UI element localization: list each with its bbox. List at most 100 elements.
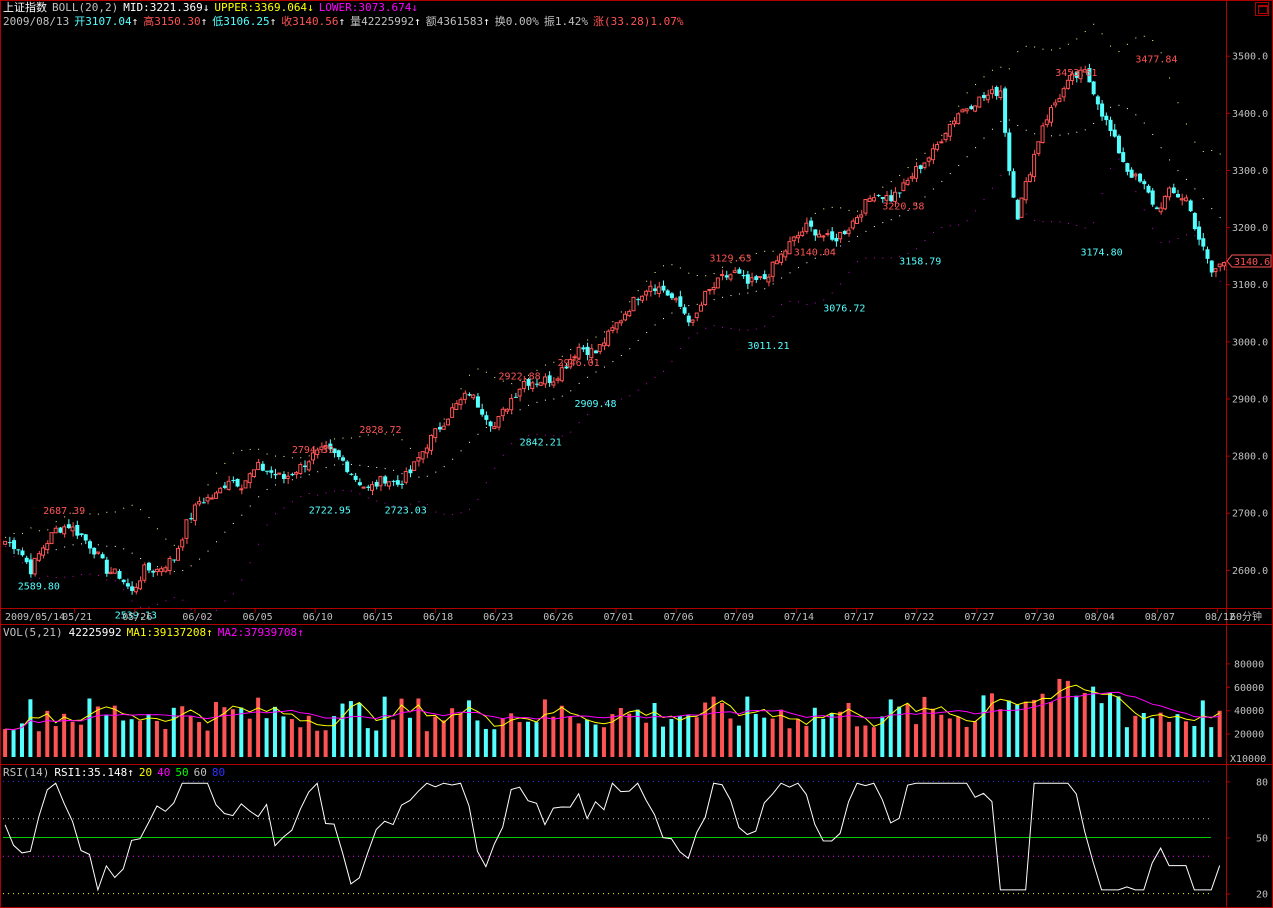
candle-body — [1032, 153, 1037, 178]
boll-upper-dot — [595, 336, 597, 338]
date-axis-label: 07/14 — [784, 612, 814, 623]
boll-mid-dot — [806, 262, 808, 264]
boll-mid-dot — [1076, 131, 1078, 133]
boll-upper-dot — [975, 84, 977, 86]
candle-body — [897, 192, 902, 194]
candle-body — [315, 449, 320, 456]
volume-bar — [1209, 727, 1214, 757]
rsi-value: RSI1:35.148↑ — [54, 766, 134, 779]
bar-amplitude: 振1.42% — [543, 15, 589, 28]
candle-body — [867, 197, 872, 202]
boll-lower-dot — [13, 555, 15, 557]
volume-bar — [407, 717, 412, 757]
boll-upper-dot — [393, 434, 395, 436]
candle-body — [197, 501, 202, 505]
candle-wick — [393, 479, 395, 486]
boll-lower-dot — [426, 503, 428, 505]
boll-lower-dot — [1000, 175, 1002, 177]
candle-body — [349, 473, 354, 475]
candle-body — [265, 470, 270, 472]
candle-wick — [17, 548, 19, 555]
boll-mid-dot — [899, 215, 901, 217]
candle-body — [1217, 263, 1222, 268]
candle-body — [787, 241, 792, 255]
volume-bar — [635, 709, 640, 757]
price-axis-label: 3300.0 — [1232, 166, 1268, 177]
boll-upper-dot — [401, 439, 403, 441]
candle-body — [424, 447, 429, 454]
boll-mid-dot — [823, 254, 825, 256]
candle-body — [728, 274, 733, 280]
volume-bar — [745, 696, 750, 757]
boll-upper-dot — [64, 516, 66, 518]
boll-lower-dot — [359, 493, 361, 495]
boll-upper-dot — [47, 529, 49, 531]
boll-lower-dot — [856, 261, 858, 263]
rsi-tick — [1226, 781, 1230, 783]
volume-bar — [1133, 715, 1138, 757]
boll-mid-dot — [376, 466, 378, 468]
volume-bar — [821, 718, 826, 757]
volume-bar — [812, 707, 817, 757]
volume-bar — [1023, 701, 1028, 757]
bar-amount: 额4361583↑ — [425, 15, 490, 28]
candle-body — [711, 287, 716, 291]
bar-close: 收3140.56↑ — [281, 15, 346, 28]
candle-body — [564, 366, 569, 369]
candle-body — [703, 290, 708, 306]
volume-bar — [627, 713, 632, 757]
candle-body — [117, 571, 122, 579]
low-annotation: 2722.95 — [309, 506, 351, 517]
boll-upper-dot — [283, 455, 285, 457]
date-tick — [856, 609, 858, 613]
maximize-icon[interactable] — [1255, 2, 1269, 16]
volume-bar — [1040, 693, 1045, 757]
boll-lower-dot — [941, 226, 943, 228]
low-annotation: 3011.21 — [747, 341, 789, 352]
volume-bar — [711, 696, 716, 757]
boll-upper-dot — [106, 511, 108, 513]
boll-lower-dot — [637, 389, 639, 391]
volume-ma1-line — [5, 684, 1220, 731]
candle-body — [239, 488, 244, 491]
boll-mid-dot — [1017, 125, 1019, 127]
boll-mid-dot — [469, 441, 471, 443]
candle-body — [28, 559, 33, 575]
date-tick — [555, 609, 557, 613]
volume-bar — [897, 706, 902, 757]
candle-body — [1179, 198, 1184, 201]
candle-wick — [81, 533, 83, 537]
boll-upper-dot — [308, 455, 310, 457]
candle-wick — [490, 420, 492, 432]
volume-bar — [112, 705, 117, 757]
date-tick — [1096, 609, 1098, 613]
candle-body — [83, 534, 88, 541]
volume-bar — [450, 708, 455, 757]
boll-lower-dot — [409, 503, 411, 505]
boll-mid-dot — [367, 465, 369, 467]
boll-mid-dot — [519, 409, 521, 411]
low-annotation: 3158.79 — [899, 257, 941, 268]
boll-mid-dot — [561, 395, 563, 397]
candle-body — [12, 540, 17, 550]
candle-body — [16, 549, 21, 551]
boll-lower-dot — [629, 395, 631, 397]
candle-body — [176, 548, 181, 561]
date-axis-label: 06/15 — [363, 612, 393, 623]
boll-lower-dot — [882, 257, 884, 259]
candle-body — [1129, 169, 1134, 178]
boll-mid-dot — [671, 312, 673, 314]
volume-bar — [87, 698, 92, 757]
volume-bar — [129, 719, 134, 757]
boll-mid-dot — [182, 570, 184, 572]
volume-bar — [298, 727, 303, 757]
candle-body — [412, 461, 417, 471]
candle-body — [1213, 268, 1218, 273]
boll-lower-dot — [890, 257, 892, 259]
boll-mid-dot — [612, 361, 614, 363]
boll-upper-dot — [494, 377, 496, 379]
boll-upper-dot — [637, 290, 639, 292]
date-axis-label: 2009/05/14 — [5, 612, 65, 623]
candle-body — [36, 553, 41, 561]
